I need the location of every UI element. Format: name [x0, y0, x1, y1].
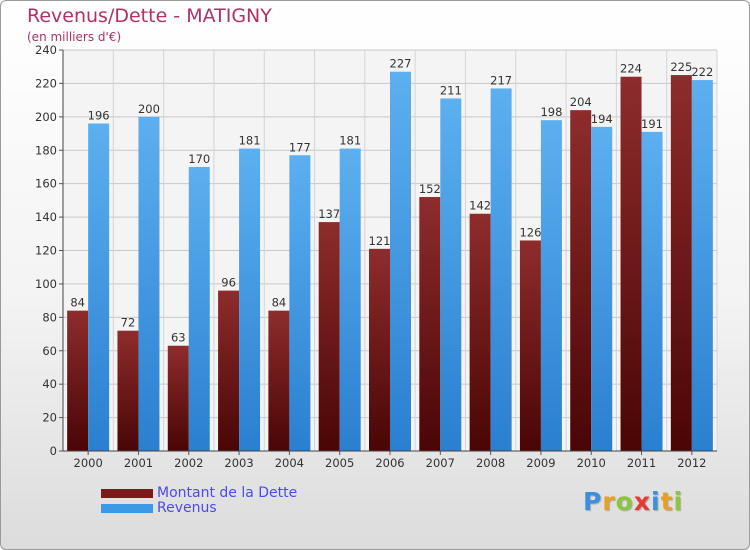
data-label-revenue: 196: [88, 109, 110, 123]
chart-subtitle: (en milliers d'€): [27, 30, 122, 44]
x-tick-label: 2001: [124, 456, 153, 470]
x-tick-label: 2007: [426, 456, 455, 470]
data-label-debt: 224: [620, 62, 642, 76]
data-label-revenue: 170: [188, 152, 210, 166]
data-label-revenue: 191: [641, 117, 663, 131]
data-label-revenue: 227: [390, 57, 412, 71]
bar-revenue: [440, 98, 462, 452]
data-label-revenue: 211: [440, 83, 462, 97]
bar-debt: [117, 330, 139, 451]
bar-debt: [218, 290, 240, 451]
logo-letter: t: [660, 487, 674, 516]
data-label-debt: 225: [670, 60, 692, 74]
data-label-revenue: 198: [540, 105, 562, 119]
logo-letter: r: [602, 487, 616, 516]
bar-revenue: [641, 131, 663, 451]
data-label-debt: 84: [70, 296, 85, 310]
y-tick-label: 240: [35, 43, 57, 57]
logo-letter: i: [651, 487, 661, 516]
data-label-debt: 63: [171, 331, 186, 345]
proxiti-logo: Proxiti: [583, 487, 683, 516]
bar-debt: [67, 310, 89, 451]
legend-item-debt: Montant de la Dette: [101, 486, 297, 501]
legend-label-revenue: Revenus: [157, 500, 217, 516]
bar-debt: [318, 222, 340, 451]
x-tick-label: 2002: [174, 456, 203, 470]
data-label-revenue: 217: [490, 73, 512, 87]
bar-revenue: [188, 166, 210, 452]
bar-debt: [670, 75, 692, 451]
x-tick-label: 2009: [526, 456, 555, 470]
bar-debt: [419, 197, 441, 451]
y-tick-label: 100: [35, 277, 57, 291]
bar-revenue: [540, 120, 562, 452]
bar-debt: [519, 240, 541, 451]
data-label-debt: 137: [318, 207, 340, 221]
legend-swatch-revenue: [101, 504, 153, 513]
legend-swatch-debt: [101, 489, 153, 498]
chart-title: Revenus/Dette - MATIGNY: [27, 5, 272, 27]
legend-item-revenue: Revenus: [101, 501, 297, 516]
bar-revenue: [138, 116, 160, 451]
logo-letter: i: [673, 487, 684, 516]
x-tick-label: 2008: [476, 456, 505, 470]
y-tick-label: 60: [42, 344, 57, 358]
data-label-revenue: 181: [239, 134, 261, 148]
x-tick-label: 2003: [224, 456, 253, 470]
y-tick-label: 80: [42, 310, 57, 324]
data-label-revenue: 222: [691, 65, 713, 79]
bar-revenue: [88, 123, 110, 452]
y-tick-label: 0: [50, 444, 57, 458]
bar-revenue: [390, 71, 411, 452]
y-tick-label: 200: [35, 110, 57, 124]
data-label-revenue: 200: [138, 102, 160, 116]
data-label-debt: 204: [570, 95, 592, 109]
x-tick-label: 2005: [325, 456, 354, 470]
bar-revenue: [490, 88, 512, 451]
y-tick-label: 220: [35, 76, 57, 90]
data-label-revenue: 194: [591, 112, 613, 126]
x-tick-label: 2010: [577, 456, 606, 470]
y-tick-label: 160: [35, 177, 57, 191]
logo-letter: x: [633, 487, 651, 516]
x-tick-label: 2004: [275, 456, 304, 470]
data-label-debt: 84: [272, 296, 287, 310]
logo-letter: o: [615, 487, 634, 516]
bar-revenue: [289, 155, 311, 451]
data-label-debt: 72: [121, 316, 136, 330]
data-label-debt: 126: [519, 225, 541, 239]
y-tick-label: 40: [42, 377, 57, 391]
bar-debt: [469, 213, 491, 451]
bar-debt: [570, 110, 592, 452]
data-label-revenue: 181: [339, 134, 361, 148]
x-tick-label: 2000: [74, 456, 103, 470]
bar-debt: [167, 345, 189, 451]
data-label-debt: 96: [221, 276, 236, 290]
data-label-revenue: 177: [289, 140, 311, 154]
bar-revenue: [691, 80, 713, 451]
x-tick-label: 2011: [627, 456, 656, 470]
data-label-debt: 142: [469, 199, 491, 213]
logo-letter: P: [583, 487, 603, 516]
legend: Montant de la Dette Revenus: [101, 486, 297, 516]
data-label-debt: 152: [419, 182, 441, 196]
y-tick-label: 180: [35, 143, 57, 157]
legend-label-debt: Montant de la Dette: [157, 485, 298, 501]
bar-revenue: [591, 126, 613, 451]
y-tick-label: 20: [42, 411, 57, 425]
x-tick-label: 2006: [375, 456, 404, 470]
x-tick-label: 2012: [677, 456, 706, 470]
y-tick-label: 120: [35, 244, 57, 258]
bar-revenue: [239, 148, 261, 451]
bar-revenue: [339, 148, 361, 451]
bar-debt: [268, 310, 290, 451]
data-label-debt: 121: [369, 234, 391, 248]
bar-debt: [369, 248, 390, 451]
bar-debt: [620, 76, 642, 451]
y-tick-label: 140: [35, 210, 57, 224]
